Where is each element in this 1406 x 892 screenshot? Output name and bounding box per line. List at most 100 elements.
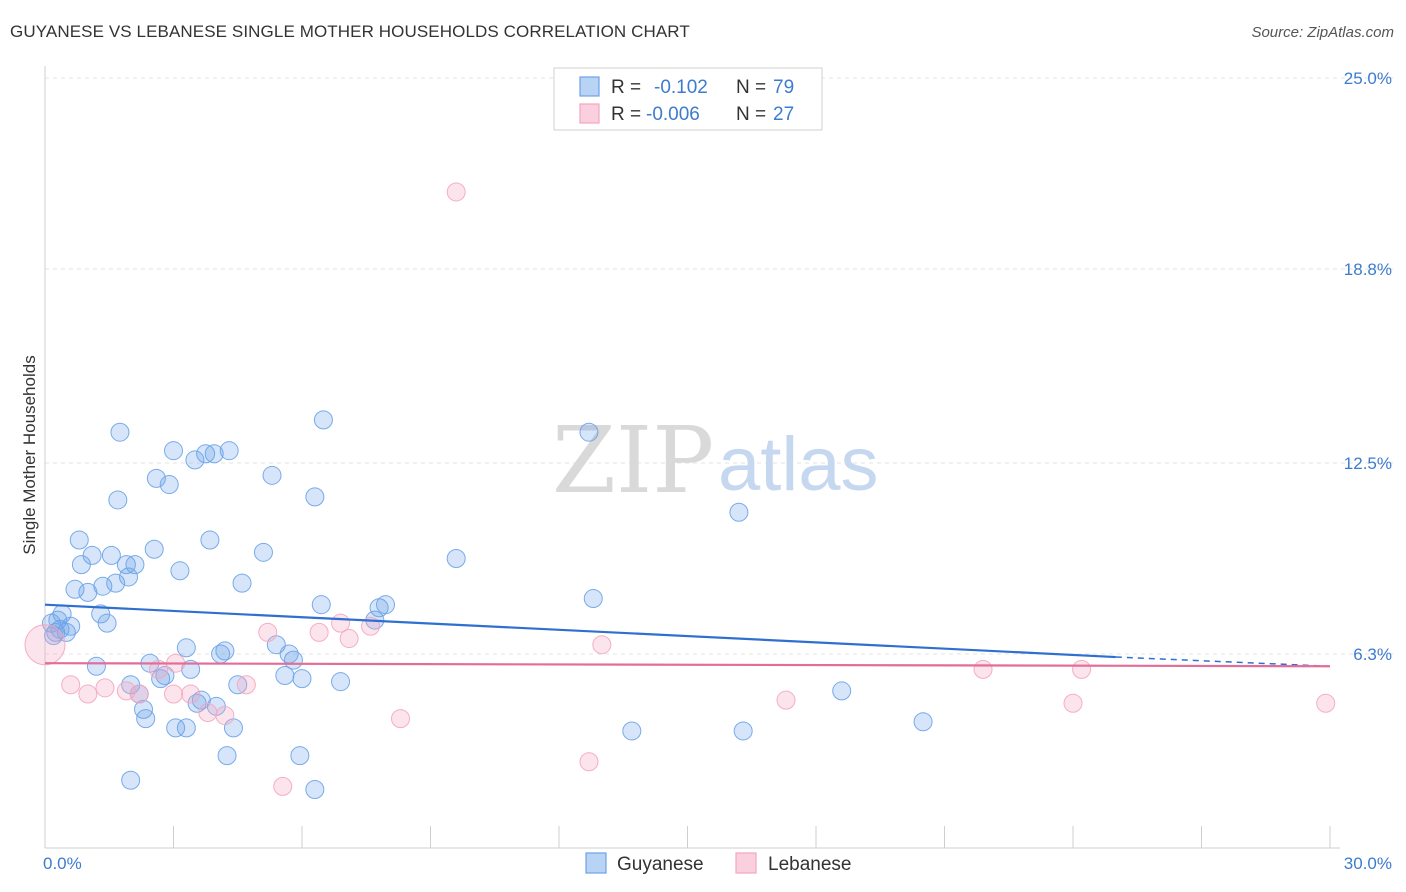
guyanese-point-52 (232, 573, 252, 593)
guyanese-point-69 (579, 422, 599, 442)
legend-r-label-guyanese: R = (611, 77, 641, 98)
legend-swatch-guyanese (579, 76, 600, 97)
guyanese-point-48 (217, 746, 237, 766)
lebanese-point-23 (776, 690, 796, 710)
lebanese-point-6 (149, 659, 169, 679)
lebanese-point-2 (78, 684, 98, 704)
guyanese-point-14 (93, 576, 113, 596)
lebanese-point-10 (198, 702, 218, 722)
legend-r-label-lebanese: R = (611, 104, 641, 125)
y-tick-labels: 6.3% 12.5% 18.8% 25.0% (1344, 69, 1392, 664)
y-tick-label-3: 25.0% (1344, 69, 1392, 88)
lebanese-point-26 (1072, 659, 1092, 679)
guyanese-point-70 (583, 589, 603, 609)
lebanese-point-13 (258, 622, 278, 642)
lebanese-point-24 (973, 659, 993, 679)
trendlines (44, 603, 1331, 668)
lebanese-point-15 (309, 622, 329, 642)
guyanese-point-19 (110, 422, 130, 442)
guyanese-point-62 (311, 595, 331, 615)
lebanese-point-25 (1063, 693, 1083, 713)
lebanese-point-22 (592, 635, 612, 655)
guyanese-point-58 (283, 650, 303, 670)
guyanese-point-49 (219, 441, 239, 461)
guyanese-point-54 (262, 465, 282, 485)
guyanese-point-26 (136, 709, 156, 729)
guyanese-point-7 (65, 579, 85, 599)
guyanese-point-32 (159, 475, 179, 495)
x-tick-labels: 0.0% 30.0% (43, 854, 1392, 873)
lebanese-point-7 (164, 684, 183, 704)
chart-title: GUYANESE VS LEBANESE SINGLE MOTHER HOUSE… (10, 22, 690, 41)
lebanese-point-17 (339, 629, 359, 649)
lebanese-point-19 (391, 709, 411, 729)
guyanese-point-72 (729, 502, 749, 522)
bottom-legend-lebanese: Lebanese (768, 854, 851, 875)
guyanese-point-37 (176, 638, 196, 658)
guyanese-point-15 (97, 613, 117, 633)
guyanese-point-60 (292, 669, 312, 689)
guyanese-point-77 (305, 779, 325, 799)
guyanese-point-23 (125, 555, 145, 575)
guyanese-point-18 (108, 490, 128, 510)
guyanese-point-47 (215, 641, 235, 661)
legend-n-label-lebanese: N = (736, 104, 766, 125)
legend-n-label-guyanese: N = (736, 77, 766, 98)
guyanese-point-17 (106, 573, 126, 593)
lebanese-point-0 (24, 624, 66, 666)
bottom-legend: Guyanese Lebanese (585, 852, 851, 875)
trendline-lebanese (44, 662, 1331, 668)
guyanese-point-11 (82, 545, 102, 565)
guyanese-point-35 (170, 561, 190, 581)
guyanese-point-67 (376, 595, 396, 615)
legend-r-value-lebanese: -0.006 (646, 104, 700, 125)
trendline-guyanese (44, 603, 1116, 659)
guyanese-point-13 (91, 604, 111, 624)
lebanese-point-27 (1316, 693, 1336, 713)
lebanese-point-5 (129, 684, 149, 704)
guyanese-point-33 (164, 441, 183, 461)
lebanese-point-21 (579, 752, 599, 772)
guyanese-point-78 (46, 622, 66, 642)
guyanese-point-36 (176, 718, 196, 738)
guyanese-point-64 (331, 672, 351, 692)
bottom-legend-guyanese: Guyanese (617, 854, 704, 875)
watermark: ZIP atlas (552, 407, 879, 514)
guyanese-point-75 (913, 712, 933, 732)
guyanese-point-59 (290, 746, 310, 766)
legend-n-value-lebanese: 27 (773, 104, 794, 125)
x-tick-label-1: 30.0% (1344, 854, 1392, 873)
guyanese-point-8 (69, 530, 89, 550)
bottom-legend-swatch-lebanese (735, 852, 757, 874)
guyanese-point-73 (733, 721, 753, 741)
guyanese-point-44 (204, 444, 224, 464)
legend-swatch-lebanese (579, 103, 600, 124)
trendline-guyanese-extension (1115, 656, 1331, 668)
source-credit: Source: ZipAtlas.com (1251, 24, 1394, 41)
guyanese-point-29 (146, 468, 166, 488)
lebanese-point-1 (61, 675, 81, 695)
legend-n-value-guyanese: 79 (773, 77, 794, 98)
guyanese-point-28 (144, 539, 164, 559)
guyanese-point-16 (101, 545, 121, 565)
lebanese-point-3 (95, 678, 115, 698)
lebanese-point-4 (116, 681, 136, 701)
lebanese-point-12 (236, 675, 256, 695)
series-guyanese (41, 410, 933, 799)
grid-lines (45, 77, 1395, 655)
lebanese-point-11 (215, 706, 235, 726)
guyanese-point-53 (253, 542, 273, 562)
axes (44, 66, 1340, 849)
legend-r-value-guyanese: -0.102 (654, 77, 708, 98)
watermark-atlas: atlas (718, 422, 879, 507)
guyanese-point-74 (832, 681, 852, 701)
guyanese-point-34 (166, 718, 186, 738)
guyanese-point-12 (86, 656, 106, 676)
bottom-legend-swatch-guyanese (585, 852, 607, 874)
guyanese-point-68 (446, 548, 466, 568)
guyanese-point-43 (200, 530, 220, 550)
legend: R = -0.102 N = 79 R = -0.006 N = 27 (553, 67, 823, 131)
guyanese-point-71 (622, 721, 642, 741)
guyanese-point-63 (313, 410, 333, 430)
